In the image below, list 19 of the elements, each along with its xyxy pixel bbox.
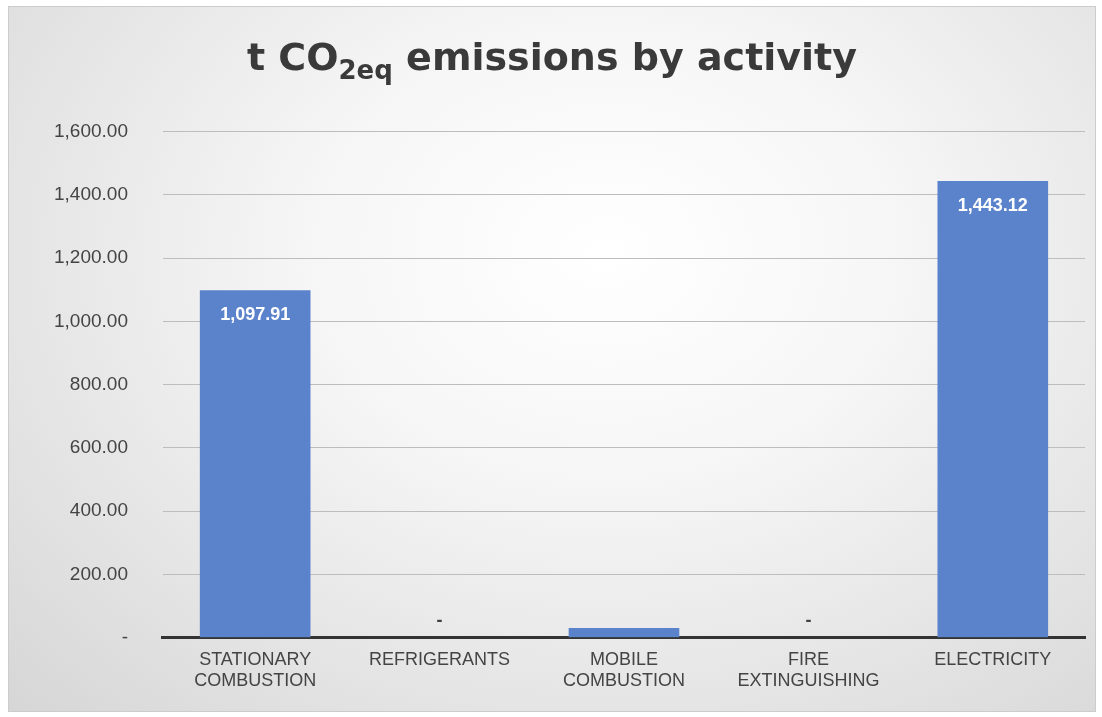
y-tick-label: 1,400.00 xyxy=(53,182,128,204)
data-label: 1,443.12 xyxy=(957,195,1028,216)
y-tick-label: 1,200.00 xyxy=(53,246,128,268)
x-tick-label: REFRIGERANTS xyxy=(369,648,511,669)
y-tick-label: 200.00 xyxy=(69,562,128,584)
y-tick-label: 1,000.00 xyxy=(53,309,128,331)
y-tick-label: 600.00 xyxy=(69,436,128,458)
y-tick-label: 400.00 xyxy=(69,499,128,521)
data-label: - xyxy=(436,609,443,630)
x-tick-label: FIRE EXTINGUISHING xyxy=(737,648,880,691)
x-tick-label: MOBILE COMBUSTION xyxy=(562,648,685,691)
y-tick-label: 800.00 xyxy=(69,372,128,394)
x-tick-label: ELECTRICITY xyxy=(934,648,1052,669)
data-label: - xyxy=(805,609,812,630)
y-tick-label: - xyxy=(121,626,128,648)
y-tick-label: 1,600.00 xyxy=(53,119,128,141)
chart-title: t CO$_{2eq}$ emissions by activity xyxy=(245,35,859,85)
data-label: 1,097.91 xyxy=(220,304,291,325)
x-tick-label: STATIONARY COMBUSTION xyxy=(194,648,317,691)
